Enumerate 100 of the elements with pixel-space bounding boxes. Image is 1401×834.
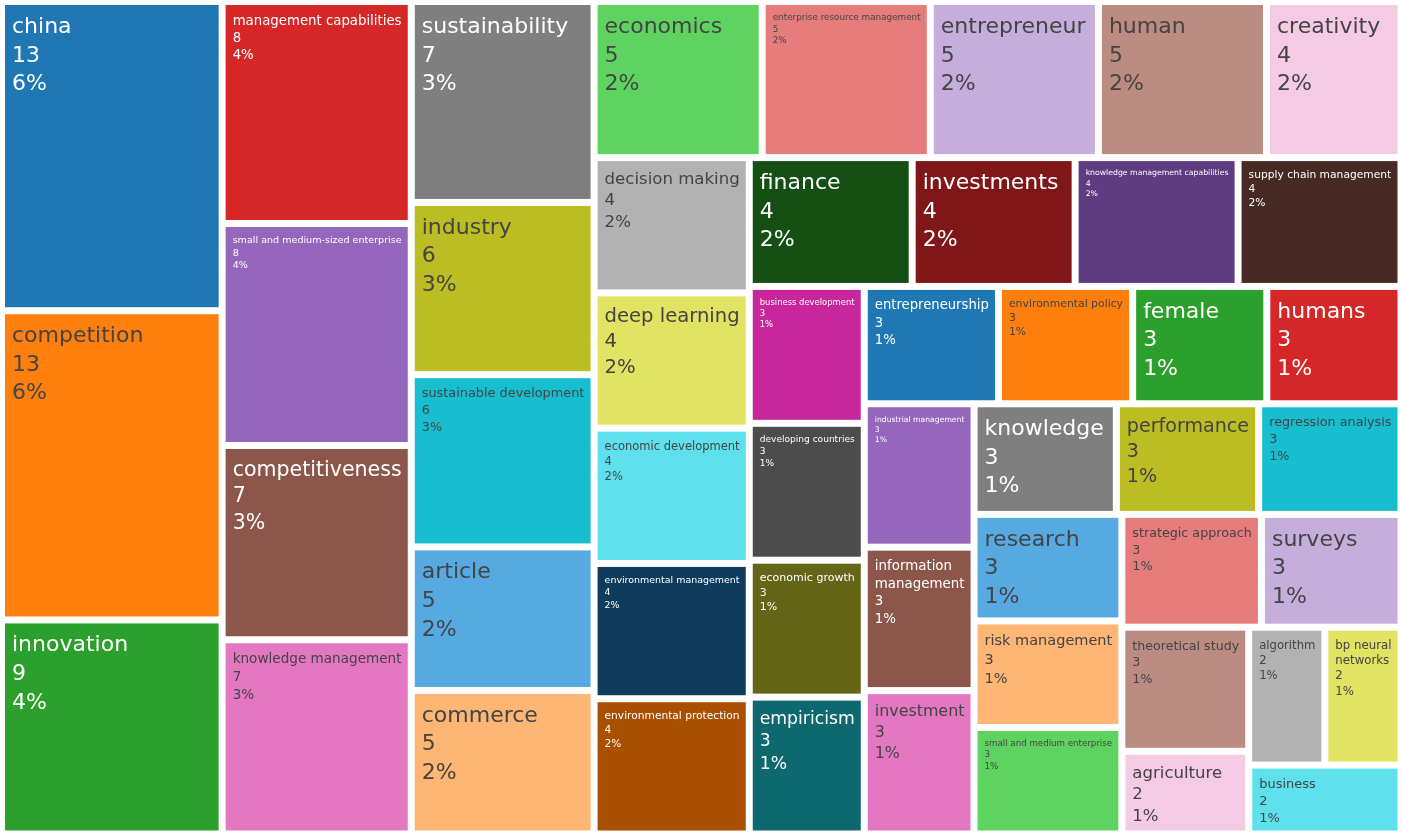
category-label: strategic approach [1132,524,1252,540]
data-label: 3 [1271,554,1286,580]
data-label: 8 [232,246,239,258]
data-label: 4 [922,197,937,223]
data-label: 4 [759,197,774,223]
category-label: theoretical study [1132,637,1240,653]
category-label: female [1143,297,1219,323]
text: 4% [12,688,47,714]
text: 2% [1277,70,1312,96]
category-label: competitiveness [232,456,402,481]
text: 1% [759,599,778,613]
text: 1% [759,457,775,468]
category-label: knowledge [984,415,1104,441]
text: 2% [604,598,620,610]
text: 1% [874,331,896,347]
data-label: 5 [604,41,619,67]
text: 4% [232,47,254,63]
category-label: bp neural networks [1335,637,1396,668]
category-label: algorithm [1259,637,1316,652]
text: 6% [12,379,47,405]
text: 3% [232,685,255,702]
data-label: 8 [232,29,242,45]
text: 1% [984,583,1020,608]
data-label: 13 [12,41,40,67]
category-label: management capabilities [232,12,402,28]
category-label: small and medium-sized enterprise [232,234,402,246]
text: 2% [1248,196,1266,210]
category-label: sustainability [421,12,569,38]
data-label: 3 [1126,439,1140,463]
data-label: 2 [1335,668,1343,683]
text: 3% [421,418,443,434]
text: 2% [421,615,457,641]
text: 2% [604,70,640,96]
text: 1% [759,752,788,773]
text: 2% [759,226,795,252]
data-label: 13 [12,350,40,376]
data-label: 2 [1132,784,1143,804]
data-label: 7 [232,667,242,684]
data-label: 3 [984,749,991,760]
category-label: humans [1277,297,1366,323]
text: 2% [1108,70,1144,96]
category-label: investment [874,701,965,721]
text: 1% [1277,355,1313,381]
data-label: 3 [874,314,884,330]
text: 1% [1132,670,1153,686]
category-label: knowledge management [232,650,402,667]
category-label: industry [421,213,512,239]
data-label: 4 [604,190,616,210]
text: 1% [1259,809,1280,825]
data-label: 3 [874,593,884,609]
data-label: 7 [232,483,246,508]
text: 1% [1269,447,1290,463]
data-label: 3 [1277,326,1292,352]
data-label: 3 [759,730,771,751]
data-label: 2 [1259,792,1268,808]
data-label: 4 [1248,182,1256,196]
text: 2% [421,759,457,785]
data-label: 3 [1132,654,1141,670]
category-label: competition [12,322,144,348]
data-label: 3 [1143,326,1158,352]
text: 1% [1259,667,1278,682]
category-label: risk management [984,632,1113,649]
category-label: empiricism [759,707,855,728]
category-label: regression analysis [1269,414,1392,430]
data-label: 3 [759,307,766,318]
category-label: small and medium enterprise [984,738,1113,749]
text: 1% [1132,558,1153,574]
data-label: 4 [604,329,618,353]
category-label: environmental protection [604,709,740,723]
text: 1% [984,760,999,771]
text: 1% [874,610,897,626]
category-label: business development [759,296,856,307]
category-label: research [984,525,1080,551]
category-label: business [1259,775,1316,791]
text: 1% [1132,805,1159,825]
text: 2% [604,468,623,483]
text: 2% [604,211,631,231]
category-label: environmental management [604,573,740,585]
text: 1% [759,318,774,329]
category-label: economic development [604,438,741,453]
data-label: 5 [1108,41,1123,67]
data-label: 6 [421,402,430,418]
data-label: 5 [421,730,436,756]
category-label: environmental policy [1008,297,1124,311]
category-label: china [12,12,72,38]
category-label: entrepreneurship [874,297,989,313]
text: 2% [772,35,787,46]
data-label: 7 [421,41,436,67]
category-label: surveys [1271,525,1358,551]
data-label: 3 [759,446,766,457]
category-label: agriculture [1132,762,1223,782]
data-label: 3 [1008,311,1016,325]
text: 1% [1271,583,1307,608]
text: 3% [421,271,457,297]
data-label: 2 [1259,652,1267,667]
category-label: investments [922,168,1059,194]
text: 1% [1126,464,1158,488]
category-label: performance [1126,414,1250,438]
category-label: human [1108,12,1186,38]
category-label: information management [874,558,965,591]
